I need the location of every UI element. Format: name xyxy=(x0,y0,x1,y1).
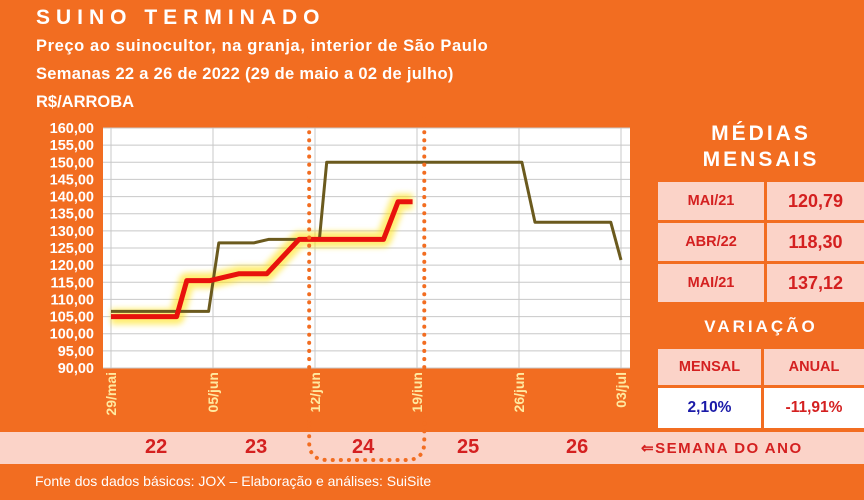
chart-unit: R$/ARROBA xyxy=(36,93,135,111)
week-number: 23 xyxy=(245,436,268,458)
x-tick-label: 03/jul xyxy=(613,372,629,408)
chart-subtitle: Preço ao suinocultor, na granja, interio… xyxy=(36,37,489,55)
medias-row: MAI/21 120,79 xyxy=(658,182,864,220)
y-tick-label: 150,00 xyxy=(50,155,94,171)
y-tick-label: 105,00 xyxy=(50,310,94,326)
chart-title: SUINO TERMINADO xyxy=(36,6,326,29)
week-number: 25 xyxy=(457,436,480,458)
medias-row: MAI/21 137,12 xyxy=(658,264,864,302)
x-tick-label: 19/jun xyxy=(409,372,425,412)
y-tick-label: 115,00 xyxy=(50,275,94,291)
y-tick-label: 130,00 xyxy=(50,224,94,240)
x-tick-label: 26/jun xyxy=(511,372,527,412)
y-tick-label: 100,00 xyxy=(50,327,94,343)
y-tick-label: 110,00 xyxy=(50,292,94,308)
variacao-mensal-value: 2,10% xyxy=(658,388,761,428)
medias-title-line2: MENSAIS xyxy=(702,148,820,171)
week-24-highlight xyxy=(307,420,427,462)
medias-row-label: MAI/21 xyxy=(658,264,764,302)
x-tick-label: 29/mai xyxy=(103,372,119,416)
y-tick-label: 135,00 xyxy=(50,207,94,223)
y-tick-label: 155,00 xyxy=(50,138,94,154)
chart-header: SUINO TERMINADO Preço ao suinocultor, na… xyxy=(0,0,864,116)
week-bar: 22 23 24 25 26 ⇐SEMANA DO ANO xyxy=(0,432,864,464)
medias-row-value: 137,12 xyxy=(767,264,864,302)
week-number: 24 xyxy=(352,436,375,458)
x-tick-label: 12/jun xyxy=(307,372,323,412)
y-tick-label: 140,00 xyxy=(50,190,94,206)
series-red-line xyxy=(111,199,413,320)
y-tick-label: 160,00 xyxy=(50,121,94,137)
y-tick-label: 90,00 xyxy=(58,361,94,377)
arrow-left-icon: ⇐ xyxy=(641,440,656,457)
y-tick-label: 125,00 xyxy=(50,241,94,257)
medias-row-value: 118,30 xyxy=(767,223,864,261)
summary-panel: MÉDIAS MENSAIS MAI/21 120,79 ABR/22 118,… xyxy=(655,116,864,430)
variacao-mensal-label: MENSAL xyxy=(658,349,761,385)
source-note: Fonte dos dados básicos: JOX – Elaboraçã… xyxy=(35,473,432,489)
week-number: 22 xyxy=(145,436,168,458)
medias-title-line1: MÉDIAS xyxy=(711,122,811,145)
week-number: 26 xyxy=(566,436,589,458)
y-tick-label: 120,00 xyxy=(50,258,94,274)
week-label-text: SEMANA DO ANO xyxy=(655,440,803,457)
medias-row-value: 120,79 xyxy=(767,182,864,220)
medias-row-label: ABR/22 xyxy=(658,223,764,261)
variacao-anual-label: ANUAL xyxy=(764,349,864,385)
variacao-anual-value: -11,91% xyxy=(764,388,864,428)
y-tick-label: 145,00 xyxy=(50,172,94,188)
y-tick-label: 95,00 xyxy=(58,344,94,360)
x-tick-label: 05/jun xyxy=(205,372,221,412)
medias-row: ABR/22 118,30 xyxy=(658,223,864,261)
medias-title: MÉDIAS MENSAIS xyxy=(658,116,864,178)
medias-row-label: MAI/21 xyxy=(658,182,764,220)
week-label: ⇐SEMANA DO ANO xyxy=(641,439,803,457)
chart-weeks: Semanas 22 a 26 de 2022 (29 de maio a 02… xyxy=(36,65,454,83)
variacao-title: VARIAÇÃO xyxy=(704,317,818,336)
